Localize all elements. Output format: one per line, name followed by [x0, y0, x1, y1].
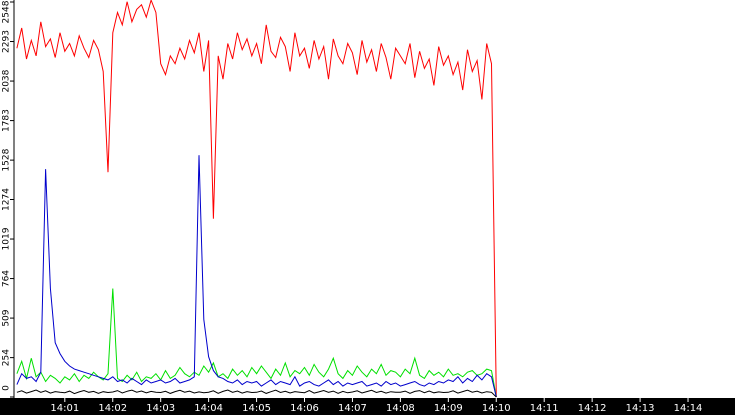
x-axis-bar — [0, 398, 735, 415]
x-tick-label: 14:07 — [338, 403, 367, 414]
x-tick-label: 14:06 — [290, 403, 319, 414]
y-tick-label: 1783 — [2, 109, 12, 132]
x-tick-label: 14:13 — [626, 403, 655, 414]
y-tick-label: 2548 — [2, 0, 12, 23]
series-line — [16, 288, 497, 398]
y-tick-label: 1274 — [2, 188, 12, 211]
y-tick-label: 254 — [2, 349, 12, 366]
x-tick-label: 14:14 — [674, 403, 703, 414]
x-tick-label: 14:03 — [146, 403, 175, 414]
x-tick-label: 14:10 — [482, 403, 511, 414]
y-tick-label: 509 — [2, 309, 12, 326]
x-tick-label: 14:04 — [194, 403, 223, 414]
series-line — [16, 389, 497, 398]
series-line — [16, 155, 497, 398]
y-tick-label: 2293 — [2, 30, 12, 53]
y-tick-label: 0 — [2, 385, 12, 391]
x-tick-label: 14:05 — [242, 403, 271, 414]
y-tick-label: 1019 — [2, 227, 12, 250]
x-tick-label: 14:12 — [578, 403, 607, 414]
y-tick-label: 1528 — [2, 148, 12, 171]
x-tick-label: 14:01 — [50, 403, 79, 414]
x-tick-label: 14:11 — [530, 403, 559, 414]
y-tick-label: 2038 — [2, 69, 12, 92]
x-tick-label: 14:08 — [386, 403, 415, 414]
y-tick-label: 764 — [2, 270, 12, 287]
x-tick-label: 14:09 — [434, 403, 463, 414]
series-line — [16, 0, 497, 398]
x-tick-label: 14:02 — [98, 403, 127, 414]
